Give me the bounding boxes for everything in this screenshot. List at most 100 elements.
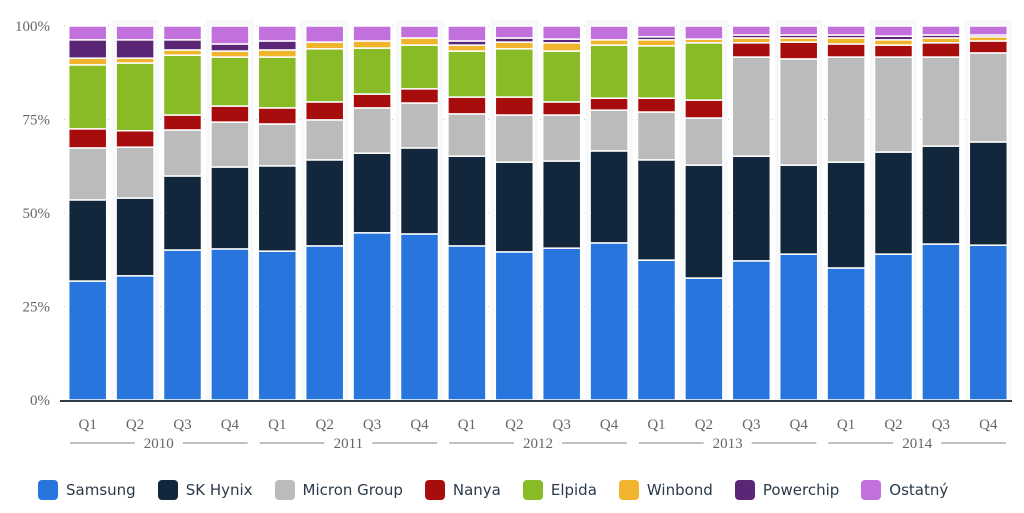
x-tick-label: Q3	[742, 417, 760, 433]
legend-item[interactable]: Powerchip	[734, 480, 839, 500]
bar-segment-micron-group	[115, 146, 155, 199]
bar-segment-samsung	[210, 248, 250, 401]
bar-segment-micron-group	[873, 56, 914, 153]
bar-segment-samsung	[636, 259, 677, 401]
legend-swatch	[618, 480, 639, 500]
x-tick-label: Q1	[837, 417, 855, 433]
bar-segment-samsung	[684, 277, 724, 401]
bar-segment-micron-group	[210, 121, 250, 168]
bar-segment-sk-hynix	[826, 161, 866, 269]
x-group-label: 2011	[334, 436, 363, 452]
x-tick-label: Q1	[458, 417, 476, 433]
bar-segment-ostatný	[352, 25, 392, 42]
bar-segment-sk-hynix	[684, 164, 724, 279]
legend-swatch	[157, 480, 178, 500]
bar-segment-micron-group	[399, 102, 440, 149]
bar-segment-nanya	[541, 101, 582, 116]
bar-segment-samsung	[67, 280, 108, 401]
bar-segment-elpida	[210, 56, 250, 107]
bar-segment-sk-hynix	[968, 141, 1009, 246]
x-tick-label: Q1	[268, 417, 286, 433]
bar-segment-nanya	[778, 41, 819, 60]
bar-segment-nanya	[447, 96, 487, 115]
bar-segment-ostatný	[399, 25, 440, 39]
x-tick-label: Q2	[316, 417, 334, 433]
legend-item[interactable]: Samsung	[38, 480, 136, 500]
legend-label: Ostatný	[889, 481, 949, 499]
bar-segment-micron-group	[684, 117, 724, 166]
bar-segment-winbond	[447, 44, 487, 52]
bar-segment-micron-group	[447, 113, 487, 157]
bar-segment-powerchip	[162, 39, 203, 51]
legend-swatch	[734, 480, 755, 500]
legend-item[interactable]: Winbond	[618, 480, 713, 500]
bar-segment-sk-hynix	[447, 155, 487, 247]
bar-segment-ostatný	[494, 25, 535, 39]
bar-segment-nanya	[399, 88, 440, 104]
bar-segment-micron-group	[304, 119, 345, 161]
bar-segment-ostatný	[304, 25, 345, 43]
bar-segment-samsung	[447, 245, 487, 401]
bar-segment-micron-group	[67, 147, 108, 201]
bar-segment-sk-hynix	[778, 164, 819, 255]
bar-segment-elpida	[162, 54, 203, 116]
bar-segment-sk-hynix	[115, 197, 155, 277]
bar-segment-ostatný	[873, 25, 914, 37]
bar-segment-sk-hynix	[304, 159, 345, 247]
bar-segment-sk-hynix	[352, 152, 392, 234]
bar-segment-ostatný	[541, 25, 582, 40]
bar-segment-nanya	[304, 101, 345, 121]
bar-segment-powerchip	[210, 43, 250, 52]
legend-label: Winbond	[646, 481, 713, 499]
x-tick-label: Q2	[884, 417, 902, 433]
legend-label: SK Hynix	[185, 481, 253, 499]
x-tick-label: Q3	[173, 417, 191, 433]
bar-segment-powerchip	[115, 39, 155, 59]
bar-segment-winbond	[873, 39, 914, 46]
bar-segment-winbond	[210, 50, 250, 58]
y-tick-label: 50%	[23, 206, 51, 222]
bar-segment-elpida	[494, 48, 535, 98]
legend-item[interactable]: Elpida	[522, 480, 597, 500]
bar-segment-ostatný	[826, 25, 866, 36]
y-tick-label: 0%	[30, 393, 50, 409]
bar-segment-nanya	[684, 99, 724, 119]
bar-segment-samsung	[304, 245, 345, 401]
bar-segment-micron-group	[589, 109, 629, 152]
bar-segment-sk-hynix	[921, 145, 961, 245]
stacked-bar-chart: 0% 25% 50% 75% 100% Q1 Q2 Q3 Q4 Q1 Q2 Q3 Q4 Q1 Q2 Q3 Q4…	[15, 19, 1012, 452]
bar-segment-sk-hynix	[67, 199, 108, 282]
bar-segment-elpida	[447, 50, 487, 98]
bar-segment-elpida	[67, 64, 108, 130]
bar-segment-micron-group	[731, 56, 772, 157]
x-tick-label: Q1	[647, 417, 665, 433]
bar-segment-samsung	[162, 249, 203, 401]
x-group-label: 2013	[713, 436, 743, 452]
bar-segment-samsung	[921, 243, 961, 401]
bar-segment-samsung	[731, 260, 772, 401]
legend-item[interactable]: Ostatný	[861, 480, 948, 500]
x-tick-label: Q3	[363, 417, 381, 433]
legend-swatch	[274, 480, 295, 500]
bar-segment-elpida	[399, 44, 440, 90]
bar-segment-ostatný	[778, 25, 819, 36]
bar-segment-ostatný	[968, 25, 1009, 36]
legend-item[interactable]: SK Hynix	[157, 480, 253, 500]
bar-segment-micron-group	[494, 114, 535, 163]
x-group-label: 2010	[144, 436, 174, 452]
legend-item[interactable]: Micron Group	[274, 480, 403, 500]
bar-segment-ostatný	[447, 25, 487, 42]
bar-segment-ostatný	[684, 25, 724, 40]
bar-segment-samsung	[399, 233, 440, 401]
legend-item[interactable]: Nanya	[424, 480, 501, 500]
bar-segment-micron-group	[162, 129, 203, 177]
bar-segment-nanya	[257, 107, 298, 125]
bar-segment-samsung	[873, 253, 914, 401]
bar-segment-winbond	[541, 42, 582, 52]
x-tick-label: Q2	[126, 417, 144, 433]
bar-segment-nanya	[921, 42, 961, 58]
bars	[67, 25, 1009, 401]
x-tick-label: Q3	[553, 417, 571, 433]
x-tick-label: Q2	[695, 417, 713, 433]
bar-segment-ostatný	[210, 25, 250, 45]
